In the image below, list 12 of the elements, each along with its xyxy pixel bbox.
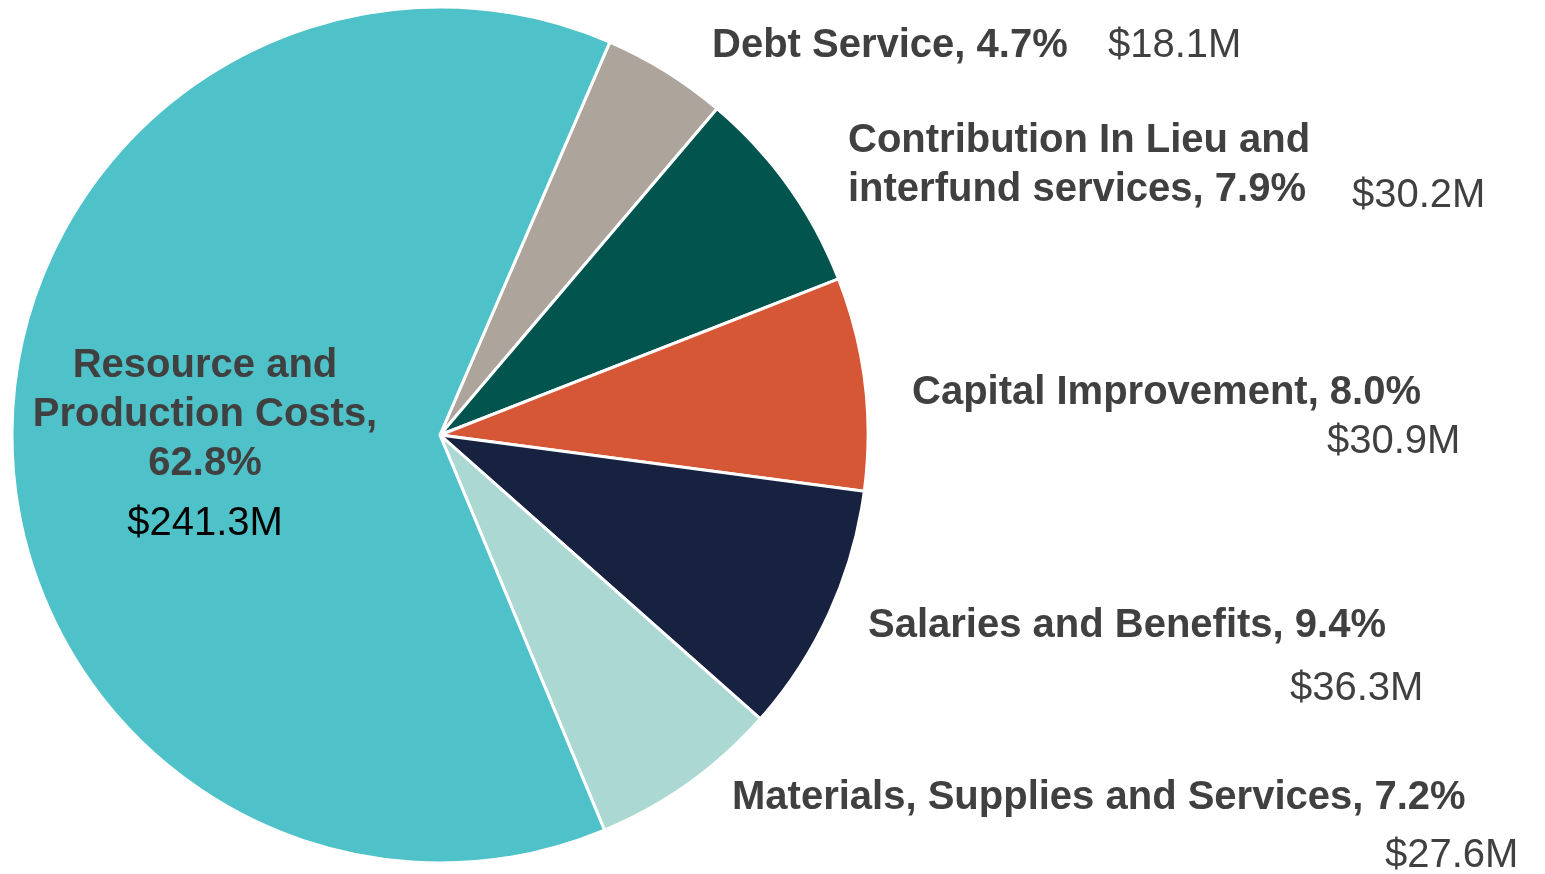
- slice-label: Contribution In Lieu and interfund services, 7.9%: [848, 116, 1311, 209]
- data-label: $18.1M: [1108, 21, 1242, 65]
- slice-label: Materials, Supplies and Services, 7.2%: [732, 773, 1466, 817]
- slice-label: Salaries and Benefits, 9.4%: [868, 601, 1387, 645]
- slice-label: Debt Service, 4.7%: [712, 21, 1068, 65]
- slice-label: Resource and Production Costs, 62.8%: [32, 341, 378, 483]
- data-label: $241.3M: [127, 499, 283, 543]
- data-label: $30.2M: [1352, 171, 1486, 215]
- data-label: $27.6M: [1385, 831, 1519, 874]
- data-label: $30.9M: [1327, 417, 1461, 461]
- slice-label: Capital Improvement, 8.0%: [912, 368, 1422, 412]
- data-label: $36.3M: [1290, 664, 1424, 708]
